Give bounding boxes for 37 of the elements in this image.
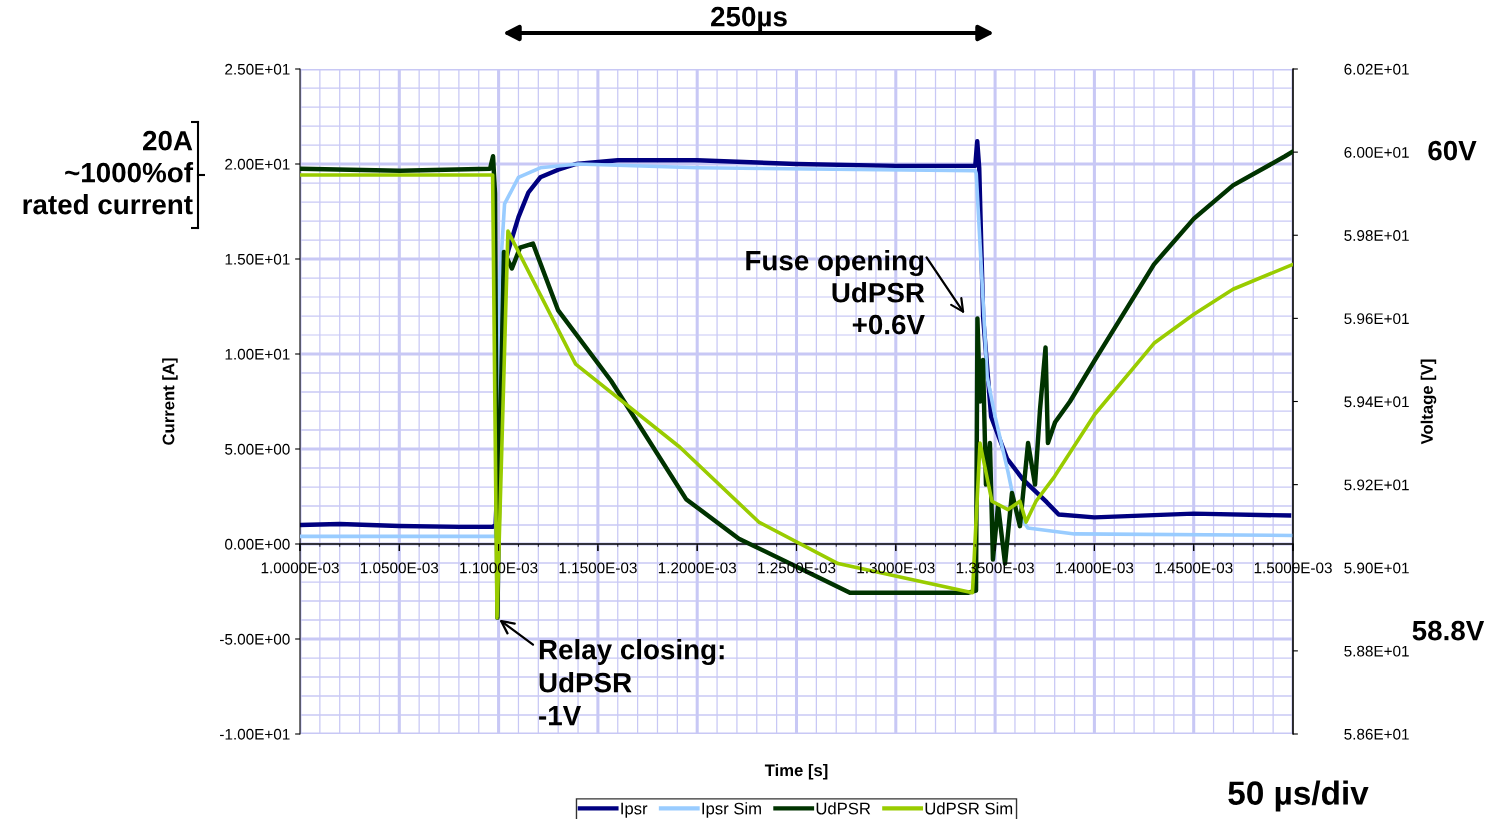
y-tick-label: 5.00E+00 [225,443,290,455]
y2-tick-label: 6.02E+01 [1344,63,1409,75]
y2-tick-label: 5.86E+01 [1344,728,1409,740]
text: 60V [1428,140,1477,161]
legend-label: UdPSR Sim [925,802,1013,815]
text: 250µs [711,6,787,32]
y-tick-label: 1.00E+01 [225,348,290,360]
x-axis-title: Time [s] [764,763,828,780]
y-tick-label: 2.00E+01 [225,158,290,170]
y-tick-label: -1.00E+01 [220,728,290,740]
x-tick-label: 1.4000E-03 [1056,562,1134,574]
x-tick-label: 1.4500E-03 [1155,562,1233,574]
y-tick-label: 2.50E+01 [225,63,290,75]
y-axis-title: Current [A] [162,358,178,445]
y2-tick-label: 5.94E+01 [1344,396,1409,408]
text: 50 µs/div [1228,780,1369,812]
x-tick-label: 1.1500E-03 [559,562,637,574]
x-tick-label: 1.2000E-03 [658,562,737,574]
y2-axis-title: Voltage [V] [1420,359,1437,445]
y-tick-label: 1.50E+01 [225,253,290,265]
y2-tick-label: 5.90E+01 [1344,562,1409,574]
legend-label: Ipsr [621,802,648,818]
y-tick-label: 0.00E+00 [225,538,290,550]
y2-tick-label: 5.96E+01 [1344,313,1409,325]
legend-label: Ipsr Sim [702,802,761,818]
text: 20A ~1000%of rated current [23,130,194,215]
x-tick-label: 1.3000E-03 [857,562,935,574]
text: 58.8V [1412,620,1485,641]
annotation: Relay closing: UdPSR -1V [539,639,724,726]
y2-tick-label: 5.88E+01 [1344,645,1409,657]
annotation: Fuse opening UdPSR +0.6V [746,250,925,335]
y2-tick-label: 5.98E+01 [1344,230,1409,241]
y-tick-label: -5.00E+00 [220,633,290,645]
legend-label: UdPSR [816,802,871,815]
x-tick-label: 1.0500E-03 [360,562,439,574]
y2-tick-label: 5.92E+01 [1344,479,1409,491]
y2-tick-label: 6.00E+01 [1344,146,1409,158]
